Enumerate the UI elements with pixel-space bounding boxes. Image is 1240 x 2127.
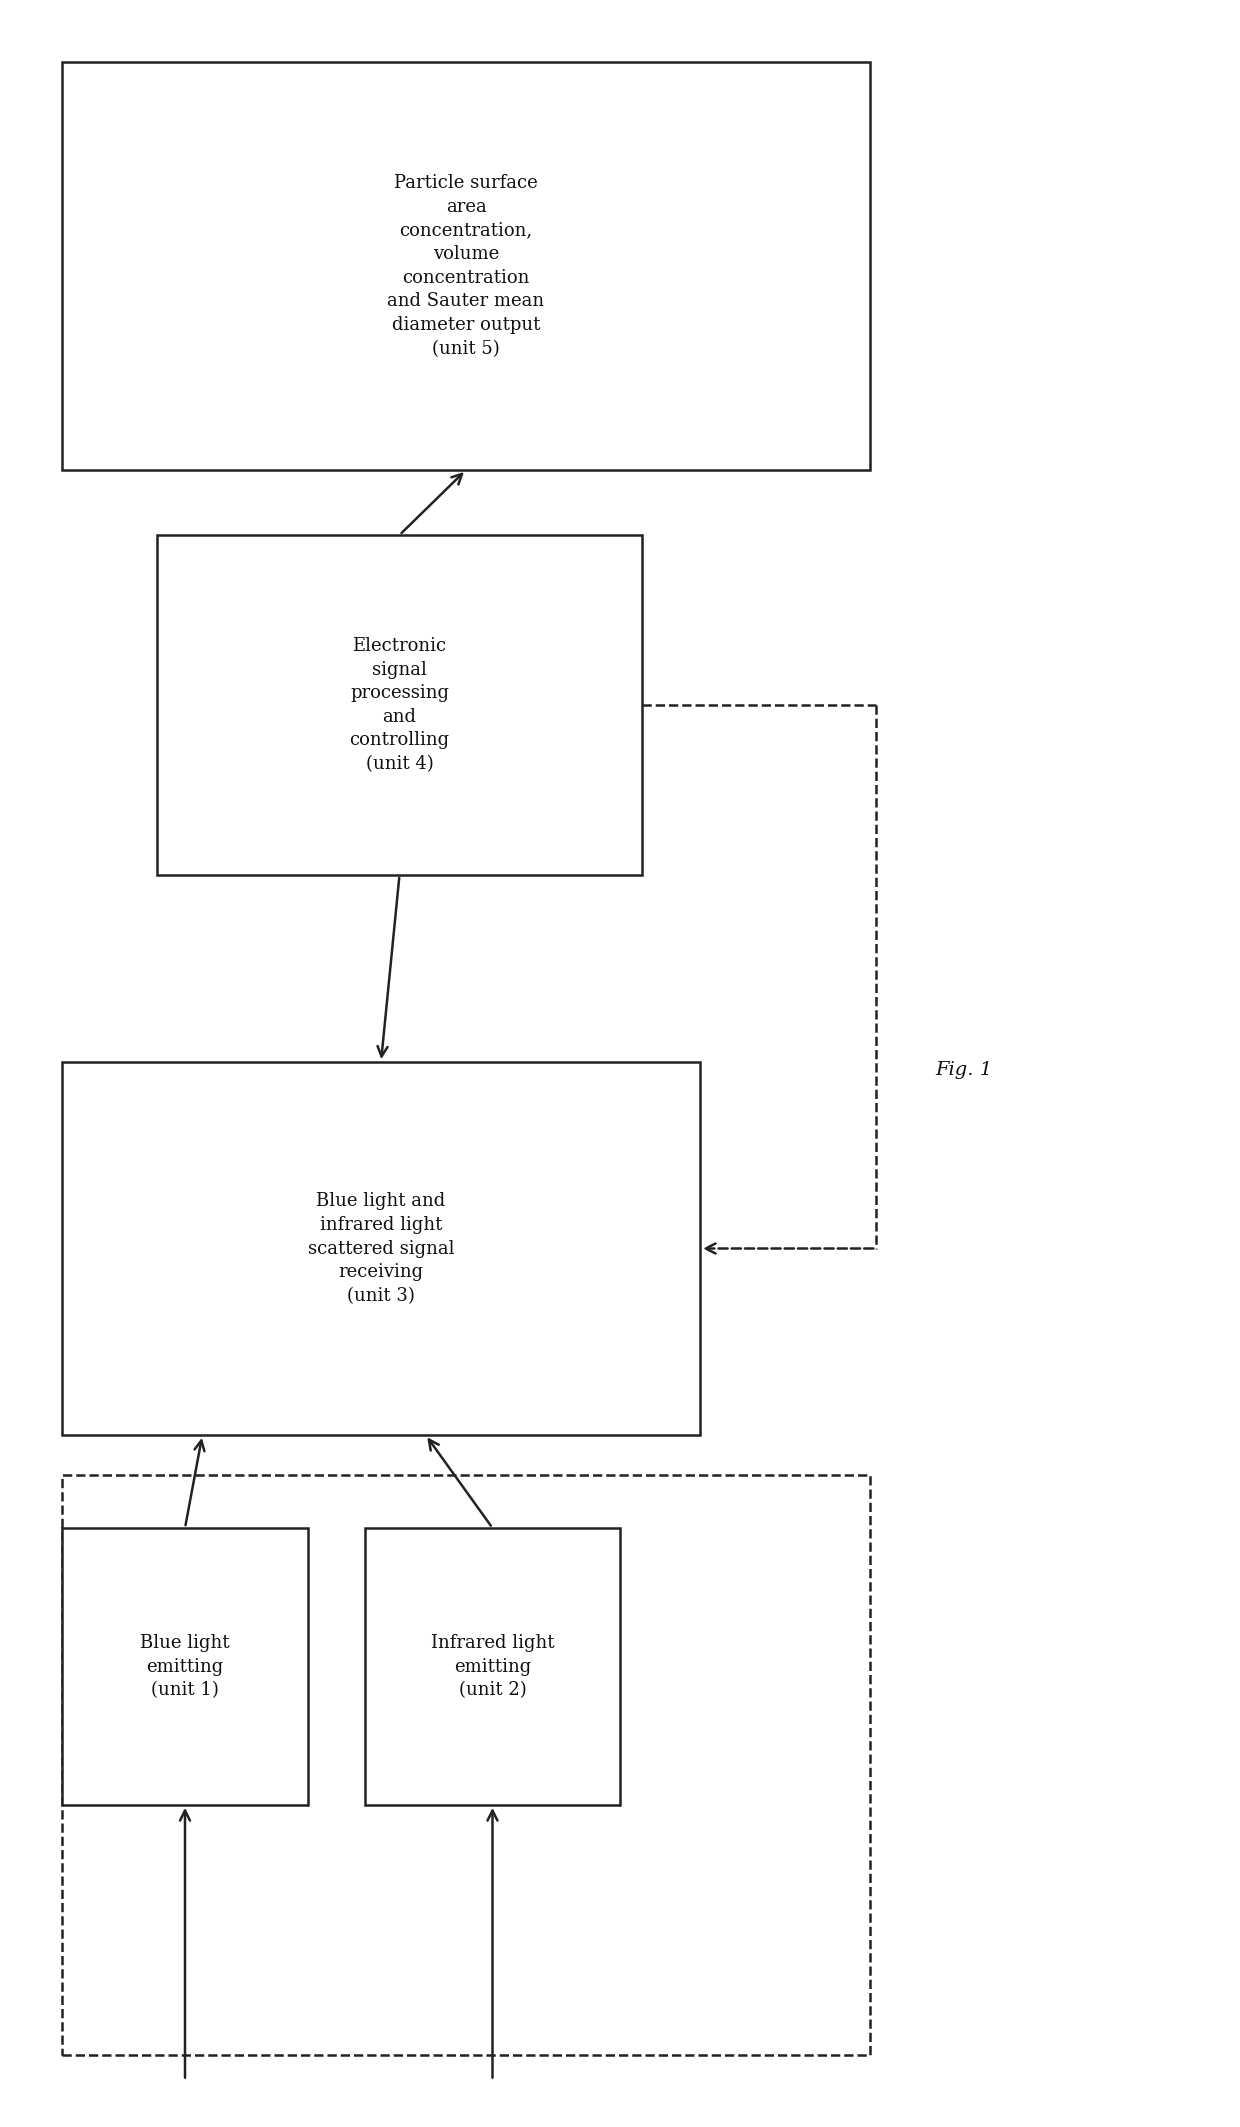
Text: Blue light
emitting
(unit 1): Blue light emitting (unit 1) xyxy=(140,1634,229,1699)
Text: Fig. 1: Fig. 1 xyxy=(935,1061,992,1078)
Bar xyxy=(157,536,642,874)
Text: Particle surface
area
concentration,
volume
concentration
and Sauter mean
diamet: Particle surface area concentration, vol… xyxy=(387,174,544,357)
Bar xyxy=(365,1527,620,1806)
Text: Infrared light
emitting
(unit 2): Infrared light emitting (unit 2) xyxy=(430,1634,554,1699)
Text: Blue light and
infrared light
scattered signal
receiving
(unit 3): Blue light and infrared light scattered … xyxy=(308,1193,454,1304)
Bar xyxy=(62,1527,308,1806)
Text: Electronic
signal
processing
and
controlling
(unit 4): Electronic signal processing and control… xyxy=(350,636,450,772)
Bar xyxy=(62,62,870,470)
Bar xyxy=(62,1061,701,1436)
Bar xyxy=(62,1474,870,2055)
